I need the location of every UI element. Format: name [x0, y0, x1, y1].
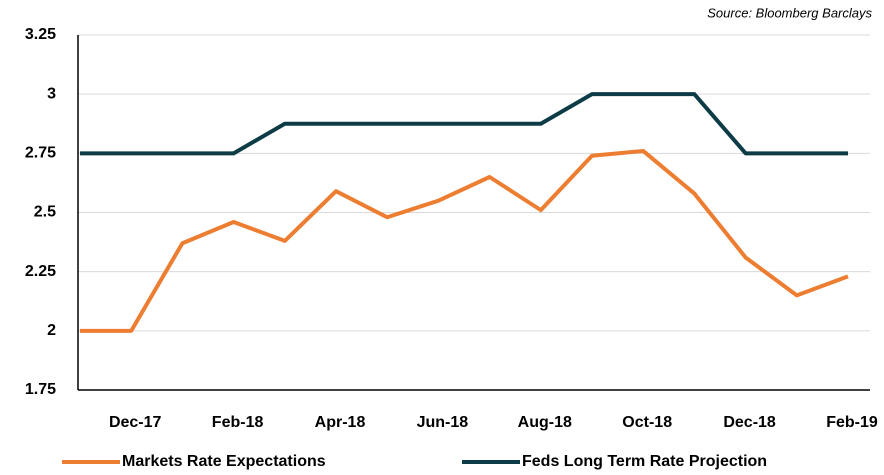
x-tick-label: Dec-18 [723, 414, 776, 431]
y-tick-label: 2.75 [25, 145, 56, 162]
y-tick-label: 3.25 [25, 26, 56, 43]
y-tick-label: 2 [47, 322, 56, 339]
x-tick-label: Dec-17 [109, 414, 162, 431]
x-tick-label: Feb-18 [212, 414, 264, 431]
x-tick-label: Feb-19 [826, 414, 878, 431]
x-tick-label: Jun-18 [417, 414, 469, 431]
y-tick-label: 2.5 [34, 204, 56, 221]
source-note: Source: Bloomberg Barclays [707, 5, 872, 20]
series-line [80, 148, 849, 333]
series-line [80, 92, 848, 156]
legend-label: Feds Long Term Rate Projection [522, 453, 767, 470]
legend-label: Markets Rate Expectations [122, 453, 326, 470]
x-tick-label: Apr-18 [315, 414, 366, 431]
y-tick-label: 2.25 [25, 263, 56, 280]
x-tick-label: Oct-18 [622, 414, 672, 431]
y-tick-label: 3 [47, 85, 56, 102]
y-tick-label: 1.75 [25, 381, 56, 398]
x-tick-label: Aug-18 [518, 414, 572, 431]
